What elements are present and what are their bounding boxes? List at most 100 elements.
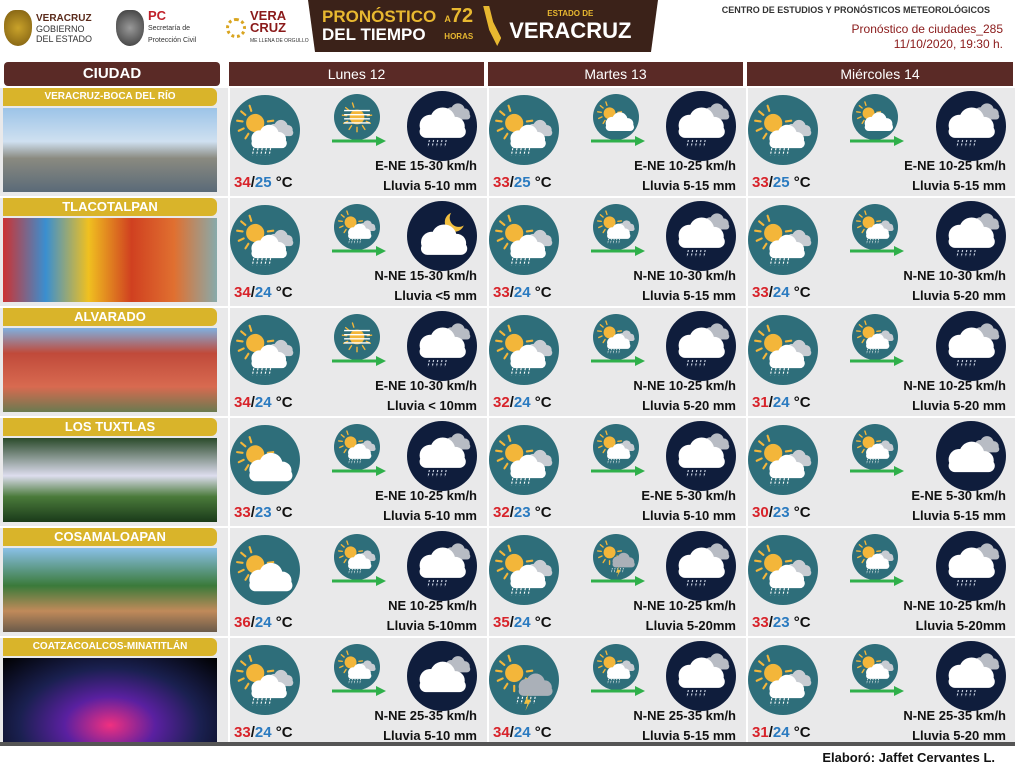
wind-forecast: N-NE 25-35 km/h: [374, 708, 477, 723]
wind-forecast: N-NE 10-25 km/h: [633, 598, 736, 613]
sun-cloud-rain-icon: [852, 644, 898, 690]
wind-arrow-icon: [850, 356, 904, 366]
cloud-rain-night-icon: [936, 90, 1006, 162]
rain-forecast: Lluvia 5-20 mm: [912, 288, 1006, 303]
rain-forecast: Lluvia 5-10mm: [386, 618, 477, 633]
rain-forecast: Lluvia 5-20 mm: [912, 398, 1006, 413]
temperature: 32/23 °C: [493, 504, 552, 521]
city-cell: LOS TUXTLAS: [3, 418, 220, 524]
day-forecast-cell: 36/24 °C NE 10-25 km/h Lluvia 5-10mm: [228, 528, 485, 636]
day-forecast-cell: 31/24 °C N-NE 10-25 km/h Lluvia 5-20 mm: [746, 308, 1014, 416]
veracruz-gobierno-logo: VERACRUZ GOBIERNO DEL ESTADO: [4, 10, 92, 46]
day-forecast-cell: 32/23 °C E-NE 5-30 km/h Lluvia 5-10 mm: [487, 418, 744, 526]
wind-arrow-icon: [332, 686, 386, 696]
day-forecast-cell: 33/24 °C N-NE 10-30 km/h Lluvia 5-20 mm: [746, 198, 1014, 306]
sun-cloud-rain-icon: [593, 314, 639, 360]
day-forecast-cell: 34/24 °C N-NE 25-35 km/h Lluvia 5-15 mm: [487, 638, 744, 746]
city-photo: [3, 548, 217, 632]
wind-forecast: N-NE 10-30 km/h: [903, 268, 1006, 283]
wind-forecast: N-NE 25-35 km/h: [903, 708, 1006, 723]
day-forecast-cell: 33/23 °C N-NE 10-25 km/h Lluvia 5-20mm: [746, 528, 1014, 636]
cloud-rain-night-icon: [666, 200, 736, 272]
wind-forecast: E-NE 10-30 km/h: [375, 378, 477, 393]
cloud-rain-night-icon: [407, 530, 477, 602]
temperature: 36/24 °C: [234, 614, 293, 631]
center-name: CENTRO DE ESTUDIOS Y PRONÓSTICOS METEORO…: [721, 5, 990, 15]
temperature: 35/24 °C: [493, 614, 552, 631]
sun-cloud-icon: [230, 534, 300, 606]
sun-cloud-rain-icon: [748, 534, 818, 606]
temperature: 34/24 °C: [234, 394, 293, 411]
sun-cloud-rain-icon: [230, 94, 300, 166]
city-photo: [3, 218, 217, 302]
city-name: COSAMALOAPAN: [3, 528, 217, 546]
wind-forecast: N-NE 10-25 km/h: [903, 598, 1006, 613]
sun-cloud-rain-icon: [593, 424, 639, 470]
sun-cloud-rain-icon: [489, 314, 559, 386]
cloud-rain-night-icon: [666, 310, 736, 382]
wind-arrow-icon: [332, 136, 386, 146]
sun-cloud-icon: [230, 424, 300, 496]
header: VERACRUZ GOBIERNO DEL ESTADO PC Secretaría …: [0, 0, 1015, 60]
wind-arrow-icon: [850, 466, 904, 476]
wind-arrow-icon: [591, 356, 645, 366]
wind-forecast: N-NE 15-30 km/h: [374, 268, 477, 283]
veracruz-me-llena-logo: VERA CRUZ ME LLENA DE ORGULLO: [226, 9, 309, 46]
sun-cloud-rain-icon: [334, 644, 380, 690]
sun-storm-icon: [593, 534, 639, 580]
city-cell: COSAMALOAPAN: [3, 528, 220, 634]
sun-haze-icon: [334, 314, 380, 360]
temperature: 33/23 °C: [234, 504, 293, 521]
wind-arrow-icon: [332, 356, 386, 366]
wind-forecast: E-NE 10-25 km/h: [634, 158, 736, 173]
rain-forecast: Lluvia 5-20 mm: [642, 398, 736, 413]
wind-arrow-icon: [591, 576, 645, 586]
rain-forecast: Lluvia 5-15 mm: [642, 728, 736, 743]
cloud-rain-night-icon: [936, 310, 1006, 382]
sun-cloud-rain-icon: [852, 534, 898, 580]
wind-arrow-icon: [332, 466, 386, 476]
temperature: 32/24 °C: [493, 394, 552, 411]
sun-cloud-rain-icon: [748, 424, 818, 496]
city-photo: [3, 438, 217, 522]
city-name: TLACOTALPAN: [3, 198, 217, 216]
cloud-rain-night-icon: [407, 90, 477, 162]
wind-arrow-icon: [591, 246, 645, 256]
sun-cloud-rain-icon: [852, 424, 898, 470]
temperature: 34/25 °C: [234, 174, 293, 191]
city-name: COATZACOALCOS-MINATITLÁN: [3, 638, 217, 656]
day-forecast-cell: 33/25 °C E-NE 10-25 km/h Lluvia 5-15 mm: [746, 88, 1014, 196]
product-info: Pronóstico de ciudades_285 11/10/2020, 19…: [851, 22, 1003, 51]
sun-storm-icon: [489, 644, 559, 716]
forecast-row: COATZACOALCOS-MINATITLÁN 33/24 °C N-NE 2…: [0, 638, 1015, 748]
sun-cloud-rain-icon: [230, 644, 300, 716]
wind-forecast: E-NE 15-30 km/h: [375, 158, 477, 173]
rain-forecast: Lluvia 5-15 mm: [642, 178, 736, 193]
wind-arrow-icon: [850, 246, 904, 256]
forecast-row: VERACRUZ-BOCA DEL RÍO 34/25 °C E-NE 15-3…: [0, 88, 1015, 198]
sun-cloud-rain-icon: [748, 644, 818, 716]
wind-arrow-icon: [850, 686, 904, 696]
author: Elaboró: Jaffet Cervantes L.: [822, 750, 995, 765]
day-forecast-cell: 34/24 °C E-NE 10-30 km/h Lluvia < 10mm: [228, 308, 485, 416]
veracruz-state-icon: [483, 6, 502, 46]
temperature: 33/24 °C: [752, 284, 811, 301]
forecast-row: TLACOTALPAN 34/24 °C N-NE 15-30 km/h Llu…: [0, 198, 1015, 308]
city-cell: VERACRUZ-BOCA DEL RÍO: [3, 88, 220, 194]
rain-forecast: Lluvia < 10mm: [387, 398, 477, 413]
wind-forecast: E-NE 5-30 km/h: [911, 488, 1006, 503]
rain-forecast: Lluvia 5-10 mm: [383, 508, 477, 523]
temperature: 33/23 °C: [752, 614, 811, 631]
wind-forecast: N-NE 10-30 km/h: [633, 268, 736, 283]
sun-cloud-rain-icon: [852, 314, 898, 360]
cloud-night-icon: [936, 420, 1006, 492]
wind-forecast: N-NE 10-25 km/h: [903, 378, 1006, 393]
rain-forecast: Lluvia 5-20mm: [645, 618, 736, 633]
rain-forecast: Lluvia 5-10 mm: [383, 728, 477, 743]
cloud-rain-night-icon: [666, 530, 736, 602]
sun-cloud-rain-icon: [852, 204, 898, 250]
cloud-rain-night-icon: [936, 530, 1006, 602]
city-photo: [3, 658, 217, 742]
sun-haze-icon: [334, 94, 380, 140]
forecast-grid: VERACRUZ-BOCA DEL RÍO 34/25 °C E-NE 15-3…: [0, 88, 1015, 748]
